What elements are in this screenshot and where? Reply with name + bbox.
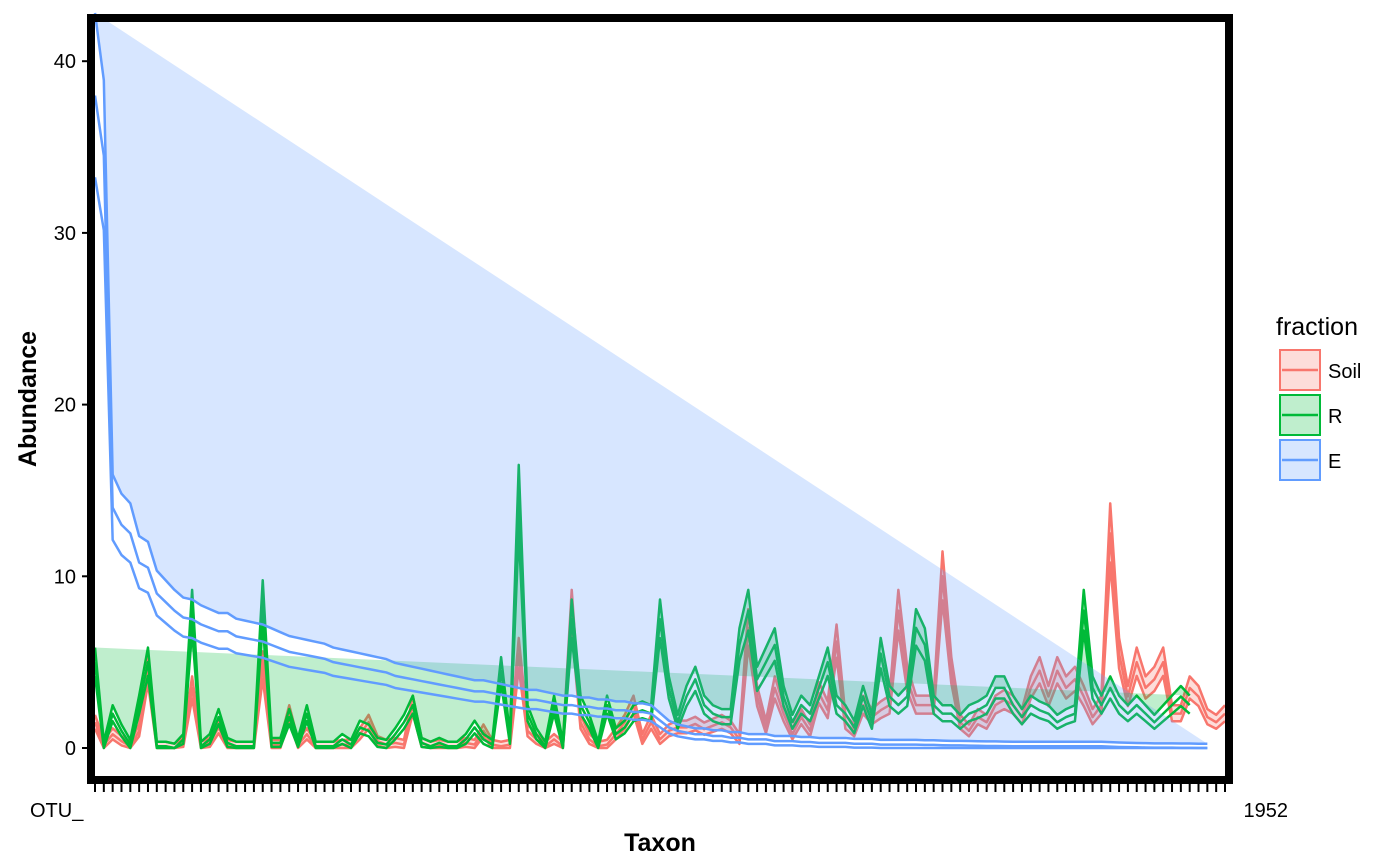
series-e-mean-line xyxy=(93,95,1208,750)
x-axis: OTU_ 1952 xyxy=(30,784,1288,822)
y-axis: 0 10 20 30 40 xyxy=(54,51,91,760)
series-r-mean-line xyxy=(93,497,1191,750)
y-tick-label: 0 xyxy=(65,738,76,760)
x-tick-label-first: OTU_ xyxy=(30,800,84,822)
y-tick-label: 30 xyxy=(54,223,76,245)
series-e-ribbon xyxy=(95,12,1208,744)
y-tick-label: 10 xyxy=(54,566,76,588)
legend-label-e: E xyxy=(1328,451,1341,473)
series-r-lower-line xyxy=(93,531,1191,750)
legend-item-e: E xyxy=(1279,439,1341,481)
panel-border xyxy=(87,14,1233,784)
legend-title: fraction xyxy=(1276,313,1358,341)
legend-item-r: R xyxy=(1279,394,1342,436)
series-r-upper-line xyxy=(93,463,1191,745)
x-axis-title: Taxon xyxy=(624,829,696,857)
plot-area xyxy=(93,12,1226,750)
y-tick-label: 40 xyxy=(54,51,76,73)
legend-item-soil: Soil xyxy=(1279,349,1361,391)
y-axis-title: Abundance xyxy=(14,331,42,467)
legend-label-r: R xyxy=(1328,406,1342,428)
series-r xyxy=(93,463,1191,750)
x-tick-label-last: 1952 xyxy=(1244,800,1289,822)
series-e-lower-line xyxy=(93,177,1208,750)
legend: fraction Soil R E xyxy=(1276,313,1361,481)
legend-label-soil: Soil xyxy=(1328,361,1361,383)
series-e xyxy=(93,12,1208,750)
y-tick-label: 20 xyxy=(54,395,76,417)
series-r-ribbon xyxy=(95,464,1190,744)
series-e-upper-line xyxy=(93,12,1208,745)
